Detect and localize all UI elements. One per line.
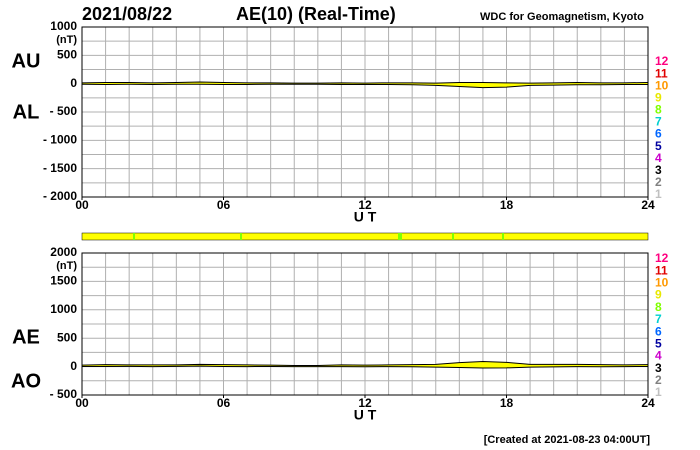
y-tick-label: 1000 (50, 302, 77, 316)
y-tick-label: - 1500 (43, 161, 77, 175)
y-tick-label: 1000 (50, 19, 77, 33)
station-count: 10 (655, 78, 669, 92)
station-count: 4 (655, 151, 662, 165)
x-tick-label: 12 (358, 198, 372, 212)
band-fill (82, 81, 648, 88)
x-tick-label: 00 (75, 198, 89, 212)
series-label: AE (12, 326, 40, 348)
y-tick-label: 1500 (50, 274, 77, 288)
station-count: 9 (655, 288, 662, 302)
x-tick-label: 06 (217, 198, 231, 212)
station-count: 5 (655, 336, 662, 350)
series-label: AU (12, 50, 41, 72)
y-tick-label: 500 (57, 48, 77, 62)
series-label: AL (13, 101, 40, 123)
station-count: 1 (655, 187, 662, 201)
y-tick-label: - 500 (50, 104, 78, 118)
station-count: 6 (655, 324, 662, 338)
series-line (81, 81, 649, 84)
station-count: 3 (655, 163, 662, 177)
y-tick-label: - 1000 (43, 133, 77, 147)
footer: [Created at 2021-08-23 04:00UT] (484, 434, 651, 446)
y-tick-label: 500 (57, 330, 77, 344)
x-tick-label: 12 (358, 396, 372, 410)
station-count: 1 (655, 385, 662, 399)
station-count: 5 (655, 139, 662, 153)
x-tick-label: 24 (641, 396, 655, 410)
y-unit: (nT) (56, 260, 77, 272)
date: 2021/08/22 (82, 4, 172, 24)
station-count: 12 (655, 54, 669, 68)
source: WDC for Geomagnetism, Kyoto (480, 11, 644, 23)
station-count: 2 (655, 175, 662, 189)
station-count: 11 (655, 263, 668, 277)
title: AE(10) (Real-Time) (236, 4, 396, 24)
x-tick-label: 00 (75, 396, 89, 410)
station-count: 12 (655, 251, 669, 265)
x-tick-label: 06 (217, 396, 231, 410)
station-count: 7 (655, 312, 662, 326)
y-tick-label: - 2000 (43, 189, 77, 203)
station-count: 10 (655, 276, 669, 290)
series-line (81, 83, 648, 89)
station-count: 3 (655, 361, 662, 375)
series-line (82, 365, 649, 369)
station-count: 7 (655, 115, 662, 129)
x-label: U T (354, 407, 377, 423)
y-tick-label: 2000 (50, 245, 77, 259)
station-count: 8 (655, 103, 662, 117)
station-count: 9 (655, 90, 662, 104)
series-line (81, 360, 649, 366)
x-label: U T (354, 209, 377, 225)
y-tick-label: - 500 (50, 387, 78, 401)
series-label: AO (11, 370, 41, 392)
quality-strip (81, 232, 649, 241)
x-tick-label: 24 (641, 198, 655, 212)
x-tick-label: 18 (500, 396, 514, 410)
station-count: 2 (655, 373, 662, 387)
plot-frame (81, 252, 649, 396)
y-tick-label: 0 (70, 359, 77, 373)
plot-frame (81, 26, 649, 198)
y-unit: (nT) (56, 34, 77, 46)
station-count: 6 (655, 127, 662, 141)
y-tick-label: 0 (70, 76, 77, 90)
station-count: 8 (655, 300, 662, 314)
station-count: 4 (655, 349, 662, 363)
station-count: 11 (655, 66, 668, 80)
x-tick-label: 18 (500, 198, 514, 212)
